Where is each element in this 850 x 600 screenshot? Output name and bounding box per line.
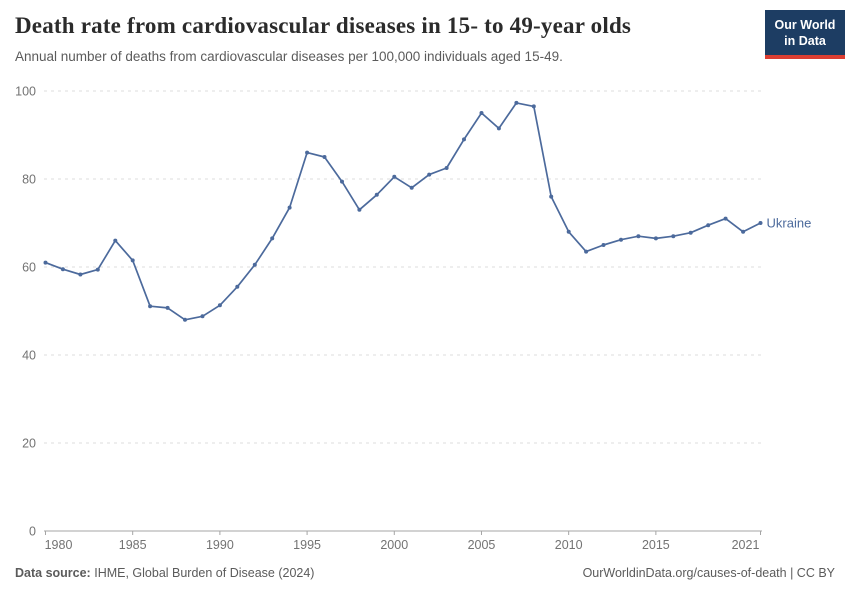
data-point	[78, 272, 83, 277]
y-axis-tick-label: 0	[29, 525, 36, 539]
owid-logo-line1: Our World	[774, 18, 836, 32]
data-point	[619, 237, 623, 242]
x-axis-tick-label: 2015	[642, 538, 670, 552]
data-point	[566, 229, 571, 234]
data-point	[183, 317, 187, 322]
chart-header: Death rate from cardiovascular diseases …	[15, 12, 760, 65]
x-axis-tick-label: 2000	[380, 538, 408, 552]
data-point	[601, 243, 606, 247]
page-title: Death rate from cardiovascular diseases …	[15, 13, 632, 38]
data-source-note: Data source: IHME, Global Burden of Dise…	[15, 566, 314, 580]
data-point	[549, 194, 554, 199]
data-point	[723, 216, 728, 221]
owid-logo-line2: in Data	[784, 34, 826, 48]
y-axis-tick-label: 40	[22, 349, 36, 363]
x-axis-tick-label: 1985	[119, 538, 147, 552]
data-point	[357, 207, 362, 212]
x-axis-tick-label: 1995	[293, 538, 321, 552]
data-point	[95, 267, 100, 272]
series-entity-label[interactable]: Ukraine	[767, 216, 812, 231]
data-point	[671, 234, 676, 239]
data-point	[409, 185, 414, 190]
data-point	[374, 192, 379, 197]
data-point	[514, 100, 519, 105]
x-axis-tick-label: 2021	[732, 538, 760, 552]
data-source-label: Data source:	[15, 566, 91, 580]
data-point	[165, 305, 170, 310]
data-point	[479, 111, 484, 115]
data-point	[653, 236, 658, 241]
data-point	[636, 234, 641, 239]
chart-subtitle: Annual number of deaths from cardiovascu…	[15, 49, 563, 64]
data-point	[688, 230, 693, 235]
y-axis-tick-label: 80	[22, 173, 36, 187]
data-point	[43, 260, 48, 265]
data-point	[741, 229, 746, 234]
data-point	[148, 304, 153, 309]
data-point	[444, 166, 449, 170]
data-point	[287, 205, 292, 210]
data-point	[305, 150, 310, 155]
data-point	[60, 267, 65, 272]
data-point	[496, 126, 501, 131]
data-point	[235, 284, 240, 289]
data-point	[340, 179, 344, 184]
x-axis-tick-label: 1990	[206, 538, 234, 552]
data-point	[427, 172, 432, 177]
data-point	[584, 249, 589, 254]
credit-link[interactable]: OurWorldinData.org/causes-of-death | CC …	[582, 566, 835, 580]
data-point	[200, 314, 205, 319]
owid-logo: Our World in Data	[765, 10, 845, 59]
y-axis-tick-label: 100	[15, 85, 36, 99]
data-point	[758, 221, 763, 225]
y-axis-tick-label: 20	[22, 437, 36, 451]
data-point	[270, 236, 275, 241]
data-point	[706, 223, 711, 228]
data-source-value: IHME, Global Burden of Disease (2024)	[94, 566, 315, 580]
x-axis-tick-label: 2010	[555, 538, 583, 552]
chart-footer: Data source: IHME, Global Burden of Dise…	[15, 566, 835, 580]
data-point	[392, 174, 397, 179]
x-axis-tick-label: 2005	[468, 538, 496, 552]
data-point	[217, 303, 222, 308]
x-axis-tick-label: 1980	[45, 538, 73, 552]
data-point	[462, 137, 466, 142]
data-point	[113, 238, 118, 243]
data-point	[130, 258, 135, 263]
data-point	[531, 104, 536, 109]
ukraine-series-line[interactable]	[45, 102, 761, 321]
y-axis-tick-label: 60	[22, 261, 36, 275]
data-point	[252, 262, 257, 267]
data-point	[322, 155, 327, 159]
